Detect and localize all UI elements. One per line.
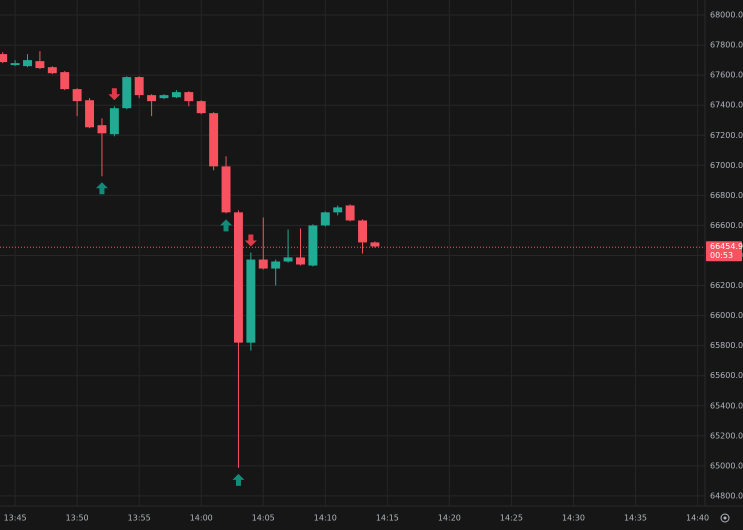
- candle-body: [171, 92, 181, 98]
- y-tick-label: 66800.0: [710, 191, 743, 200]
- candle-body: [60, 72, 70, 90]
- candle-body: [47, 67, 57, 74]
- settings-icon: [720, 513, 730, 523]
- y-tick-label: 65800.0: [710, 341, 743, 350]
- y-tick-label: 67000.0: [710, 161, 743, 170]
- candle-body: [296, 257, 305, 265]
- y-tick-label: 65000.0: [710, 461, 743, 470]
- candle-body: [246, 259, 256, 343]
- signal-arrow: [244, 234, 257, 247]
- candle-body: [85, 100, 95, 128]
- y-tick-label: 67800.0: [710, 41, 743, 50]
- candle-body: [271, 261, 281, 269]
- x-tick-label: 14:25: [500, 514, 523, 523]
- y-tick-label: 66000.0: [710, 311, 743, 320]
- x-tick-label: 13:50: [66, 514, 89, 523]
- candle-body: [35, 61, 45, 69]
- candle-body: [10, 63, 20, 66]
- candle-body: [0, 54, 8, 63]
- candle-body: [233, 212, 243, 343]
- candle-body: [159, 95, 169, 99]
- y-tick-label: 67600.0: [710, 71, 743, 80]
- x-tick-label: 14:00: [190, 514, 213, 523]
- settings-button[interactable]: [720, 513, 730, 523]
- candle-body: [97, 125, 107, 134]
- signal-arrow: [108, 88, 121, 101]
- x-tick-label: 14:30: [562, 514, 585, 523]
- x-tick-label: 14:20: [438, 514, 461, 523]
- y-tick-label: 64800.0: [710, 491, 743, 500]
- candle-body: [345, 205, 355, 221]
- x-tick-label: 13:55: [128, 514, 151, 523]
- settings-icon-dot: [723, 516, 727, 520]
- x-tick-label: 14:40: [686, 514, 709, 523]
- candle-body: [258, 259, 268, 269]
- countdown-label: 00:53: [710, 251, 733, 260]
- candle-body: [134, 77, 144, 96]
- x-tick-label: 14:05: [252, 514, 275, 523]
- candle-body: [72, 89, 82, 102]
- y-tick-label: 65400.0: [710, 401, 743, 410]
- x-tick-label: 14:15: [376, 514, 399, 523]
- candle-body: [221, 166, 231, 213]
- last-price-label: 66454.9: [710, 242, 743, 251]
- candle-body: [358, 220, 367, 243]
- x-tick-label: 13:45: [4, 514, 27, 523]
- signal-arrow: [95, 182, 108, 195]
- signal-arrow: [220, 219, 233, 232]
- candle-body: [283, 257, 293, 262]
- candle-body: [122, 77, 132, 109]
- x-tick-label: 14:35: [624, 514, 647, 523]
- candle-body: [147, 95, 157, 102]
- candle-body: [370, 242, 380, 247]
- candle-body: [109, 108, 119, 135]
- candle-body: [196, 101, 206, 114]
- candle-body: [209, 113, 219, 167]
- y-tick-label: 65200.0: [710, 431, 743, 440]
- signal-arrow: [232, 473, 245, 486]
- y-tick-label: 67200.0: [710, 131, 743, 140]
- grid: [0, 0, 705, 506]
- candle-body: [184, 92, 194, 102]
- candle-body: [308, 225, 318, 266]
- last-price-badge: [706, 241, 742, 262]
- candle-body: [320, 212, 330, 226]
- candle-body: [23, 60, 32, 67]
- y-tick-label: 66600.0: [710, 221, 743, 230]
- y-tick-label: 66200.0: [710, 281, 743, 290]
- y-tick-label: 67400.0: [710, 101, 743, 110]
- y-tick-label: 68000.0: [710, 11, 743, 20]
- x-tick-label: 14:10: [314, 514, 337, 523]
- candle-body: [333, 207, 343, 213]
- y-tick-label: 65600.0: [710, 371, 743, 380]
